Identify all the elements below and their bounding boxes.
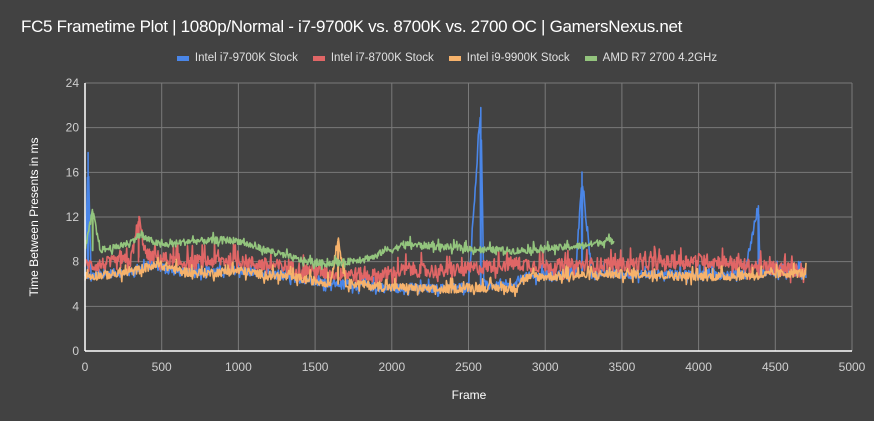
legend-label: AMD R7 2700 4.2GHz [602, 52, 718, 64]
legend-item-r7-2700[interactable]: AMD R7 2700 4.2GHz [584, 52, 718, 64]
x-tick-label: 3000 [532, 360, 559, 374]
legend-swatch-icon [584, 55, 597, 61]
legend-swatch-icon [176, 55, 189, 61]
legend-item-i7-8700k[interactable]: Intel i7-8700K Stock [312, 52, 434, 64]
x-tick-label: 0 [82, 360, 89, 374]
x-tick-label: 4000 [685, 360, 712, 374]
legend-item-i9-9900k[interactable]: Intel i9-9900K Stock [448, 52, 570, 64]
y-tick-label: 16 [66, 165, 80, 179]
legend-label: Intel i7-9700K Stock [194, 52, 298, 64]
y-axis-label: Time Between Presents in ms [27, 137, 41, 297]
series-line-3 [84, 208, 615, 271]
legend-item-i7-9700k[interactable]: Intel i7-9700K Stock [176, 52, 298, 64]
x-tick-label: 3500 [609, 360, 636, 374]
y-tick-label: 12 [66, 210, 80, 224]
x-tick-label: 2000 [378, 360, 405, 374]
y-tick-label: 8 [72, 255, 79, 269]
series-line-2 [84, 237, 807, 298]
y-tick-label: 0 [72, 344, 79, 358]
x-tick-label: 1000 [225, 360, 252, 374]
y-tick-label: 24 [66, 76, 80, 90]
chart-title: FC5 Frametime Plot | 1080p/Normal - i7-9… [21, 17, 683, 36]
chart-legend: Intel i7-9700K Stock Intel i7-8700K Stoc… [0, 52, 874, 64]
legend-label: Intel i7-8700K Stock [330, 52, 434, 64]
x-tick-label: 2500 [455, 360, 482, 374]
legend-swatch-icon [448, 55, 461, 61]
y-tick-label: 20 [66, 121, 80, 135]
x-tick-label: 5000 [839, 360, 866, 374]
legend-swatch-icon [312, 55, 325, 61]
series-line-1 [84, 215, 807, 287]
x-tick-label: 500 [152, 360, 172, 374]
x-tick-label: 1500 [302, 360, 329, 374]
y-tick-label: 4 [72, 299, 79, 313]
x-axis-label: Frame [451, 388, 487, 402]
gridlines [85, 82, 853, 351]
legend-label: Intel i9-9900K Stock [466, 52, 570, 64]
x-tick-label: 4500 [762, 360, 789, 374]
